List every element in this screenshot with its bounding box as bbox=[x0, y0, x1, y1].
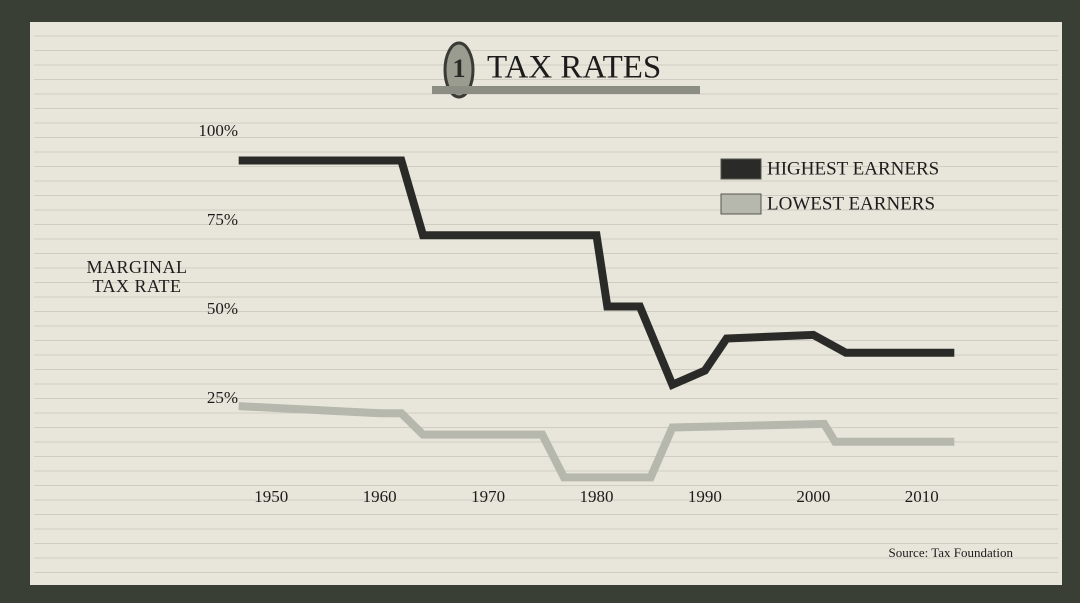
y-tick-label: 50% bbox=[207, 299, 238, 318]
y-tick-label: 25% bbox=[207, 388, 238, 407]
source: Source: Tax Foundation bbox=[888, 545, 1013, 560]
chart-title: TAX RATES bbox=[487, 50, 661, 86]
legend-swatch bbox=[720, 193, 762, 215]
x-tick-label: 2010 bbox=[905, 487, 939, 506]
coin-icon bbox=[443, 41, 475, 99]
x-tick-label: 1950 bbox=[254, 487, 288, 506]
x-tick-label: 1960 bbox=[363, 487, 397, 506]
ruled-lines bbox=[34, 35, 1058, 573]
x-tick-label: 1990 bbox=[688, 487, 722, 506]
series-line bbox=[238, 156, 955, 391]
title-underline bbox=[432, 86, 700, 94]
legend-label: LOWEST EARNERS bbox=[767, 193, 935, 214]
y-tick-label: 75% bbox=[207, 210, 238, 229]
paper bbox=[30, 22, 1062, 585]
y-axis-label: MARGINAL TAX RATE bbox=[86, 257, 188, 296]
y-tick-label: 100% bbox=[198, 121, 238, 140]
series-line bbox=[238, 402, 955, 482]
legend-swatch bbox=[720, 158, 762, 180]
x-tick-label: 2000 bbox=[796, 487, 830, 506]
legend-label: HIGHEST EARNERS bbox=[767, 158, 939, 179]
x-tick-label: 1970 bbox=[471, 487, 505, 506]
x-tick-label: 1980 bbox=[580, 487, 614, 506]
coin-digit: 1 bbox=[453, 54, 466, 83]
